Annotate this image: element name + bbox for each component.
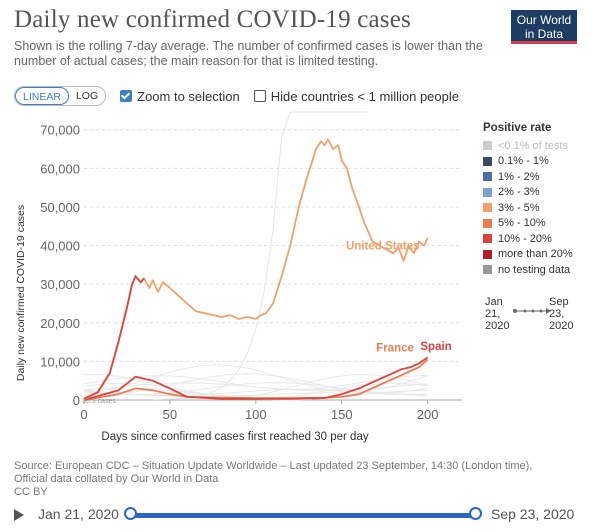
background-country-line	[83, 364, 428, 393]
y-axis-label: Daily new confirmed COVID-19 cases	[15, 205, 27, 381]
log-button[interactable]: LOG	[75, 90, 99, 102]
us-high-positivity-segment	[83, 274, 145, 400]
x-axis-label: Days since confirmed cases first reached…	[101, 431, 368, 443]
legend-item[interactable]: 3% - 5%	[483, 200, 573, 216]
y-tick-label: 70,000	[40, 123, 80, 138]
legend-swatch	[483, 172, 492, 182]
series-line	[83, 138, 429, 400]
source-line2: Official data collated by Our World in D…	[14, 473, 219, 485]
legend-swatch	[483, 249, 492, 259]
y-tick-label: 0	[73, 393, 80, 408]
legend-title: Positive rate	[483, 122, 552, 134]
legend-label: 3% - 5%	[498, 201, 540, 214]
background-country-line	[83, 373, 428, 394]
background-country-line	[83, 382, 428, 395]
threshold-annotation: 38.3 cases	[82, 398, 116, 405]
mini-arrow-icon	[513, 308, 551, 314]
play-icon[interactable]	[14, 509, 24, 521]
background-country-lines	[83, 111, 428, 401]
logo-line1: Our World	[516, 13, 572, 27]
series-lines: United States France Spain	[83, 138, 452, 401]
legend-label: no testing data	[498, 263, 571, 276]
legend-swatch	[483, 203, 492, 213]
timeline-end-handle[interactable]	[469, 507, 482, 520]
legend-label: 1% - 2%	[498, 170, 540, 183]
series-label: United States	[346, 241, 420, 253]
line-chart: United States France Spain 0 10,000 20,000 30…	[15, 111, 462, 443]
timeline-track[interactable]	[130, 513, 476, 518]
mini-end-date: Sep 23, 2020	[549, 296, 574, 332]
timeline-slider: Jan 21, 2020 Sep 23, 2020	[0, 500, 593, 530]
timeline-end-label: Sep 23, 2020	[491, 506, 575, 522]
hide-countries-checkbox-group[interactable]: Hide countries < 1 million people	[253, 88, 459, 104]
legend-label: 0.1% - 1%	[498, 155, 549, 168]
x-tick-label: 200	[417, 407, 439, 422]
source-note: Source: European CDC – Situation Update …	[14, 460, 554, 499]
chart-subtitle: Shown is the rolling 7-day average. The …	[14, 39, 483, 68]
zoom-checkbox-group[interactable]: Zoom to selection	[120, 89, 240, 104]
legend-swatch	[483, 265, 492, 275]
legend-item[interactable]: no testing data	[483, 262, 573, 278]
logo-accent-bar	[511, 41, 577, 44]
series-line	[83, 358, 429, 401]
legend: Positive rate <0.1% of tests 0.1% - 1% 1% …	[483, 122, 573, 278]
y-tick-label: 10,000	[40, 354, 80, 369]
legend-item[interactable]: more than 20%	[483, 247, 573, 263]
legend-label: more than 20%	[498, 248, 573, 261]
series-label: Spain	[420, 341, 451, 353]
legend-item[interactable]: 10% - 20%	[483, 231, 573, 247]
legend-label: <0.1% of tests	[498, 139, 569, 152]
source-line1: Source: European CDC – Situation Update …	[14, 460, 533, 472]
source-line3: CC BY	[14, 486, 48, 498]
legend-item[interactable]: 2% - 3%	[483, 185, 573, 201]
x-tick-label: 50	[163, 407, 177, 422]
legend-item[interactable]: 5% - 10%	[483, 216, 573, 232]
logo-line2: in Data	[524, 27, 564, 41]
timeline-start-handle[interactable]	[124, 507, 137, 520]
legend-swatch	[483, 187, 492, 197]
owid-logo[interactable]: Our World in Data	[511, 10, 577, 44]
legend-label: 5% - 10%	[498, 217, 546, 230]
grid-lines	[83, 129, 462, 404]
legend-item[interactable]: 0.1% - 1%	[483, 154, 573, 170]
linear-button[interactable]: LINEAR	[15, 87, 69, 105]
background-country-line	[83, 375, 428, 391]
timeline-start-label: Jan 21, 2020	[38, 506, 119, 522]
series-label: France	[376, 343, 414, 355]
y-tick-label: 60,000	[40, 161, 80, 176]
tick-labels: 0 10,000 20,000 30,000 40,000 50,000 60,000 70,…	[40, 123, 438, 422]
zoom-checkbox[interactable]	[120, 90, 133, 102]
scale-toggle: LINEAR LOG	[14, 86, 107, 106]
y-tick-label: 20,000	[40, 316, 80, 331]
hide-countries-checkbox[interactable]	[253, 90, 266, 102]
legend-swatch	[483, 234, 492, 244]
mini-start-date: Jan 21, 2020	[485, 296, 510, 332]
legend-label: 2% - 3%	[498, 186, 540, 199]
x-tick-label: 0	[80, 407, 87, 422]
y-tick-label: 40,000	[40, 239, 80, 254]
legend-item[interactable]: <0.1% of tests	[483, 138, 573, 154]
legend-item[interactable]: 1% - 2%	[483, 169, 573, 185]
x-tick-label: 150	[331, 407, 353, 422]
legend-label: 10% - 20%	[498, 232, 552, 245]
y-tick-label: 30,000	[40, 277, 80, 292]
chart-title: Daily new confirmed COVID-19 cases	[14, 6, 411, 33]
series-line	[83, 356, 429, 401]
x-tick-label: 100	[245, 407, 267, 422]
background-country-line	[152, 111, 368, 401]
hide-countries-label: Hide countries < 1 million people	[270, 88, 459, 104]
legend-swatch	[483, 218, 492, 228]
chart-controls: LINEAR LOG Zoom to selection Hide countr…	[14, 86, 459, 106]
zoom-label: Zoom to selection	[137, 88, 240, 104]
y-tick-label: 50,000	[40, 200, 80, 215]
legend-swatch	[483, 156, 492, 166]
legend-swatch	[483, 141, 492, 151]
